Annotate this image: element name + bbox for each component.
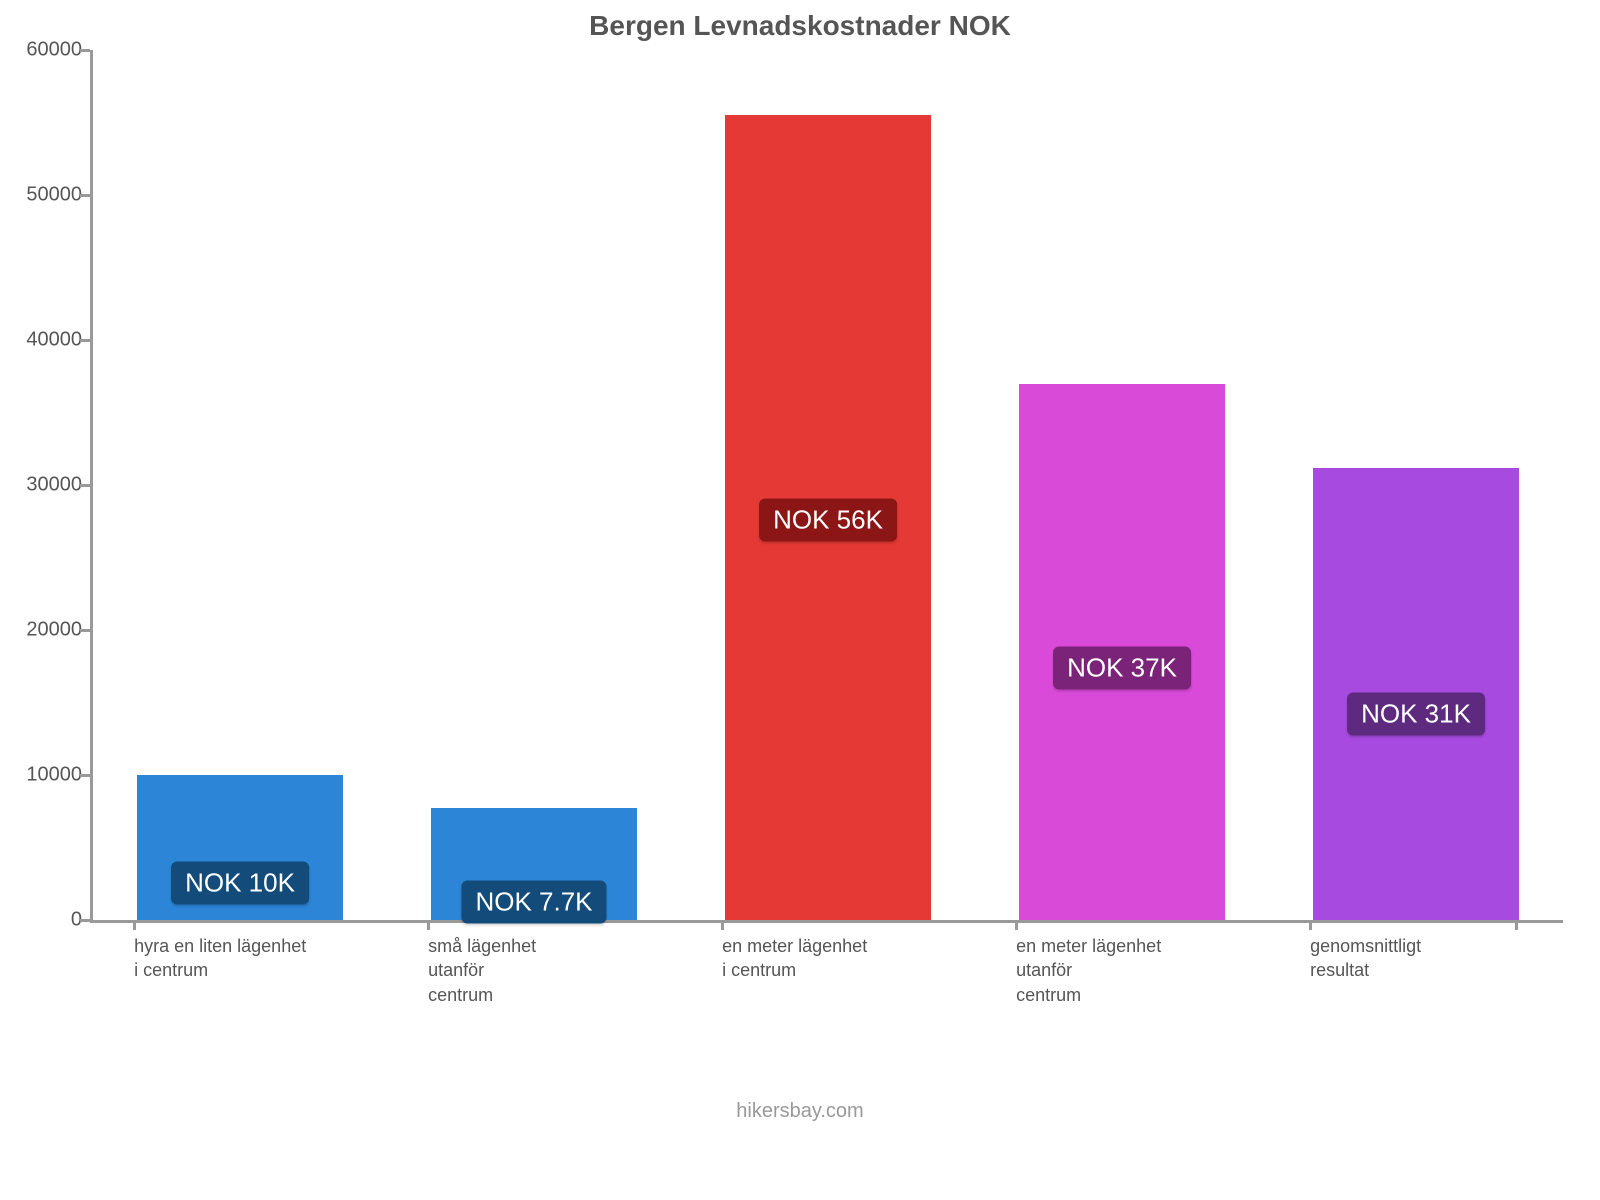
x-tick-mark [1515, 920, 1518, 930]
y-tick-mark [80, 194, 90, 197]
x-tick-label: en meter lägenheti centrum [722, 934, 958, 983]
x-tick-mark [1015, 920, 1018, 930]
x-tick-mark [721, 920, 724, 930]
y-tick-mark [80, 774, 90, 777]
value-badge: NOK 31K [1347, 693, 1485, 736]
x-tick-mark [1309, 920, 1312, 930]
value-badge: NOK 56K [759, 499, 897, 542]
footer-attribution: hikersbay.com [0, 1100, 1600, 1123]
plot-area: NOK 10K NOK 7.7K NOK 56K NOK 37K NOK 31K [90, 50, 1563, 923]
y-tick-label: 20000 [0, 619, 90, 642]
y-tick-mark [80, 919, 90, 922]
y-tick-label: 30000 [0, 474, 90, 497]
x-tick-label: små lägenhetutanförcentrum [428, 934, 664, 1007]
x-tick-label: genomsnittligtresultat [1310, 934, 1546, 983]
value-badge: NOK 37K [1053, 646, 1191, 689]
y-tick-label: 0 [0, 909, 90, 932]
y-tick-mark [80, 339, 90, 342]
x-tick-label: en meter lägenhetutanförcentrum [1016, 934, 1252, 1007]
value-badge: NOK 10K [171, 862, 309, 905]
x-tick-mark [133, 920, 136, 930]
y-tick-label: 40000 [0, 329, 90, 352]
y-tick-label: 60000 [0, 39, 90, 62]
y-tick-mark [80, 49, 90, 52]
x-tick-label: hyra en liten lägenheti centrum [134, 934, 370, 983]
chart-container: Bergen Levnadskostnader NOK NOK 10K NOK 7… [0, 0, 1600, 1200]
chart-title: Bergen Levnadskostnader NOK [0, 10, 1600, 42]
x-tick-mark [427, 920, 430, 930]
y-tick-mark [80, 629, 90, 632]
y-tick-label: 10000 [0, 764, 90, 787]
value-badge: NOK 7.7K [461, 880, 606, 923]
y-tick-label: 50000 [0, 184, 90, 207]
y-tick-mark [80, 484, 90, 487]
